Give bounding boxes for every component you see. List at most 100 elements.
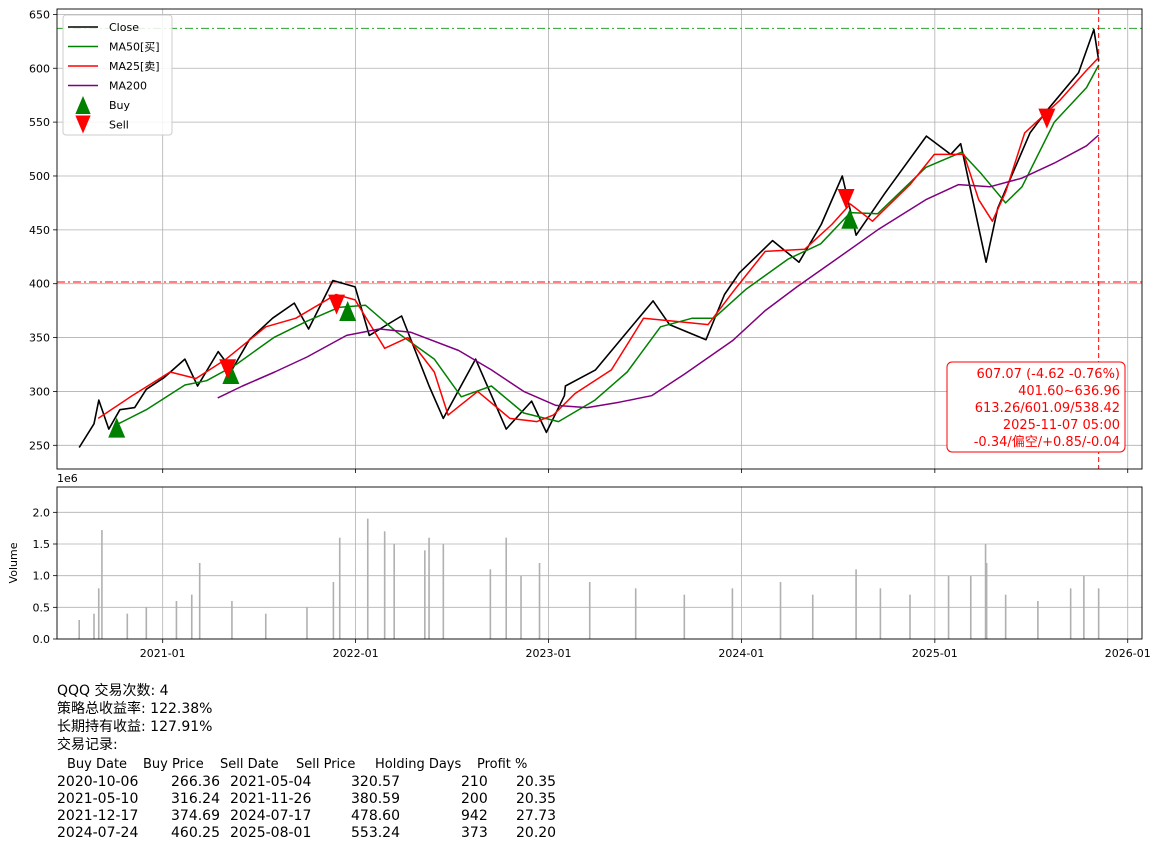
legend-label: MA25[卖] bbox=[109, 60, 160, 73]
buy-marker bbox=[339, 300, 357, 321]
y-tick-label: 600 bbox=[29, 62, 50, 75]
sell-marker bbox=[1038, 108, 1056, 129]
legend-label: Sell bbox=[109, 119, 129, 132]
cell-buy-price: 460.25 bbox=[171, 825, 220, 841]
volume-offset-text: 1e6 bbox=[57, 472, 78, 485]
y-tick-label: 0.0 bbox=[33, 633, 51, 646]
volume-bar bbox=[198, 563, 201, 639]
close-series-line bbox=[78, 28, 1100, 448]
sell-marker bbox=[219, 359, 237, 380]
legend-label: MA200 bbox=[109, 80, 147, 93]
volume-bar bbox=[442, 544, 445, 639]
header-sell-date: Sell Date bbox=[220, 757, 279, 772]
volume-bar bbox=[93, 613, 95, 639]
x-tick-label: 2021-01 bbox=[140, 647, 186, 660]
header-profit: Profit % bbox=[477, 757, 528, 772]
annotation-line: 607.07 (-4.62 -0.76%) bbox=[976, 367, 1120, 382]
y-tick-label: 400 bbox=[29, 278, 50, 291]
legend-label: Buy bbox=[109, 99, 131, 112]
legend-sell-swatch bbox=[75, 115, 91, 134]
cell-holding-days: 210 bbox=[461, 774, 488, 790]
volume-bar bbox=[190, 594, 193, 639]
volume-bar bbox=[97, 588, 100, 639]
header-holding-days: Holding Days bbox=[375, 757, 462, 772]
strategy-summary: QQQ 交易次数: 4 策略总收益率: 122.38% 长期持有收益: 127.… bbox=[57, 682, 212, 754]
volume-bar bbox=[306, 607, 308, 639]
volume-bar bbox=[175, 601, 178, 639]
y-tick-label: 2.0 bbox=[33, 506, 51, 519]
cell-holding-days: 373 bbox=[461, 825, 488, 841]
cell-buy-date: 2021-12-17 bbox=[57, 808, 139, 824]
cell-holding-days: 942 bbox=[461, 808, 488, 824]
volume-bar bbox=[520, 575, 522, 639]
volume-bar bbox=[264, 613, 267, 639]
volume-bar bbox=[101, 530, 103, 639]
y-tick-label: 1.0 bbox=[33, 570, 51, 583]
y-tick-label: 250 bbox=[29, 439, 50, 452]
volume-bar bbox=[428, 537, 430, 639]
annotation-line: 613.26/601.09/538.42 bbox=[975, 401, 1120, 416]
volume-bar bbox=[1037, 601, 1039, 639]
volume-bar bbox=[1083, 575, 1085, 639]
volume-bar bbox=[879, 588, 882, 639]
cell-sell-price: 478.60 bbox=[351, 808, 400, 824]
volume-bar bbox=[811, 594, 814, 639]
cell-holding-days: 200 bbox=[461, 791, 488, 807]
cell-sell-price: 320.57 bbox=[351, 774, 400, 790]
volume-bar bbox=[538, 563, 541, 639]
legend-label: Close bbox=[109, 21, 139, 34]
strategy-return: 策略总收益率: 122.38% bbox=[57, 701, 213, 717]
x-tick-label: 2023-01 bbox=[526, 647, 572, 660]
volume-axes-frame bbox=[56, 486, 1143, 640]
volume-bar bbox=[634, 588, 637, 639]
y-tick-label: 550 bbox=[29, 116, 50, 129]
buy-marker bbox=[108, 417, 126, 438]
volume-bar bbox=[909, 594, 911, 639]
cell-buy-price: 374.69 bbox=[171, 808, 220, 824]
cell-buy-date: 2024-07-24 bbox=[57, 825, 139, 841]
y-tick-label: 350 bbox=[29, 332, 50, 345]
cell-profit: 27.73 bbox=[516, 808, 557, 824]
stock-chart: 250 300 350 400 450 500 550 600 650 607.07 (-4.62… bbox=[7, 8, 1151, 660]
legend-label: MA50[买] bbox=[109, 41, 160, 54]
volume-bar bbox=[731, 588, 734, 639]
volume-bar bbox=[393, 544, 395, 639]
annotation-line: -0.34/偏空/+0.85/-0.04 bbox=[974, 435, 1120, 450]
y-tick-label: 500 bbox=[29, 170, 50, 183]
sell-marker bbox=[837, 189, 855, 210]
cell-sell-date: 2021-11-26 bbox=[230, 791, 312, 807]
cell-profit: 20.35 bbox=[516, 791, 557, 807]
volume-bar bbox=[1069, 588, 1072, 639]
y-tick-label: 1.5 bbox=[33, 538, 51, 551]
cell-sell-date: 2024-07-17 bbox=[230, 808, 312, 824]
trade-log-title: 交易记录: bbox=[57, 737, 118, 753]
x-tick-label: 2024-01 bbox=[718, 647, 764, 660]
header-sell-price: Sell Price bbox=[296, 757, 356, 772]
volume-panel: 2021-01 2022-01 2023-01 2024-01 2025-01 2026-… bbox=[7, 472, 1151, 660]
x-tick-label: 2022-01 bbox=[333, 647, 379, 660]
ma50-series-line bbox=[113, 64, 1100, 427]
volume-bar bbox=[145, 607, 148, 639]
legend-buy-swatch bbox=[75, 96, 91, 114]
volume-bar bbox=[1097, 588, 1100, 639]
volume-bar bbox=[779, 582, 782, 639]
cell-buy-date: 2020-10-06 bbox=[57, 774, 139, 790]
x-tick-label: 2026-01 bbox=[1105, 647, 1151, 660]
annotation-line: 2025-11-07 05:00 bbox=[1003, 418, 1120, 433]
annotation-line: 401.60~636.96 bbox=[1018, 384, 1120, 399]
volume-bar bbox=[332, 582, 335, 639]
y-tick-label: 0.5 bbox=[33, 601, 51, 614]
x-tick-label: 2025-01 bbox=[912, 647, 958, 660]
volume-bar bbox=[126, 613, 129, 639]
volume-bar bbox=[424, 550, 426, 639]
volume-bar bbox=[683, 594, 686, 639]
y-tick-label: 450 bbox=[29, 224, 50, 237]
cell-sell-date: 2021-05-04 bbox=[230, 774, 312, 790]
buy-hold-return: 长期持有收益: 127.91% bbox=[57, 719, 213, 735]
buy-marker bbox=[222, 363, 240, 384]
volume-bar bbox=[855, 569, 857, 639]
price-panel: 250 300 350 400 450 500 550 600 650 607.07 (-4.62… bbox=[29, 8, 1143, 473]
y-tick-label: 300 bbox=[29, 385, 50, 398]
y-tick-label: 650 bbox=[29, 8, 50, 21]
volume-bar bbox=[231, 601, 233, 639]
